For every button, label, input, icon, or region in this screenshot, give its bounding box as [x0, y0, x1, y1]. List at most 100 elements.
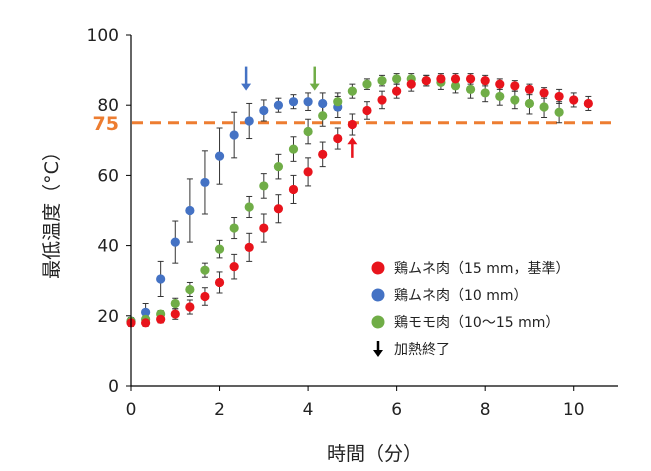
data-point — [362, 105, 372, 116]
data-point — [288, 144, 299, 154]
x-tick-label: 4 — [303, 400, 314, 420]
data-point — [583, 98, 593, 109]
legend-marker — [371, 288, 385, 302]
data-point — [495, 79, 505, 89]
x-tick-label: 8 — [480, 400, 491, 420]
data-point — [200, 265, 210, 275]
y-tick-label: 60 — [97, 166, 119, 186]
x-tick-label: 10 — [563, 400, 585, 420]
data-point — [288, 184, 299, 195]
data-point — [229, 262, 239, 272]
legend-entry: 鶏ムネ肉（15 mm，基準） — [371, 260, 570, 277]
legend-label: 鶏ムネ肉（15 mm，基準） — [394, 260, 570, 277]
data-point — [141, 318, 151, 328]
data-point — [392, 86, 402, 96]
data-point — [333, 97, 343, 107]
data-point — [480, 88, 490, 98]
data-point — [170, 309, 180, 319]
data-point — [392, 74, 402, 84]
x-tick-label: 0 — [126, 400, 137, 420]
data-point — [244, 116, 254, 126]
data-point — [244, 242, 254, 252]
data-point — [229, 223, 239, 233]
data-point — [554, 107, 564, 117]
plot-frame — [130, 35, 618, 387]
data-point — [214, 151, 225, 161]
legend-marker — [371, 261, 385, 275]
legend-label: 鶏ムネ肉（10 mm） — [394, 288, 528, 304]
x-tick-label: 2 — [214, 400, 225, 420]
data-point — [510, 81, 520, 91]
data-point — [347, 86, 357, 96]
finish-arrows — [241, 66, 358, 158]
data-point — [303, 97, 313, 107]
data-point — [185, 302, 195, 312]
x-tick-label: 6 — [391, 400, 402, 420]
data-point — [480, 76, 490, 86]
data-point — [347, 119, 357, 130]
data-point — [495, 91, 505, 102]
arrow-up-icon — [347, 137, 358, 158]
data-point — [214, 277, 225, 288]
data-point — [465, 74, 476, 84]
legend-entry: 鶏モモ肉（10～15 mm） — [371, 315, 559, 331]
data-point — [554, 91, 564, 102]
legend-label: 加熱終了 — [394, 342, 450, 358]
data-point — [273, 204, 284, 214]
y-axis-ticks: 0 20 40 60 80 100 — [87, 26, 131, 397]
data-point — [141, 307, 151, 317]
data-point — [185, 284, 195, 295]
data-point — [259, 105, 269, 116]
arrow-down-icon — [309, 66, 320, 91]
x-axis-title: 時間（分） — [327, 443, 422, 465]
data-point — [170, 298, 180, 309]
x-axis-ticks: 0 2 4 6 8 10 — [126, 386, 585, 420]
data-point — [421, 76, 431, 86]
data-point — [465, 84, 476, 95]
data-point — [229, 130, 239, 140]
data-point — [524, 84, 535, 95]
data-point — [244, 202, 254, 212]
data-point — [362, 79, 372, 89]
data-point — [524, 98, 535, 109]
data-point — [259, 223, 269, 233]
arrow-down-icon — [241, 66, 252, 91]
data-point — [200, 177, 210, 188]
legend-entry: 鶏ムネ肉（10 mm） — [371, 288, 528, 304]
data-point — [318, 149, 328, 159]
data-point — [539, 102, 549, 112]
data-point — [569, 95, 579, 105]
data-point — [259, 181, 269, 191]
data-point — [377, 95, 387, 105]
arrow-down-icon — [373, 341, 383, 357]
data-point — [318, 98, 328, 109]
y-axis-title: 最低温度（°C） — [41, 142, 63, 279]
y-tick-label: 80 — [97, 96, 119, 116]
legend-label: 鶏モモ肉（10～15 mm） — [394, 315, 559, 331]
data-point — [170, 237, 180, 247]
data-point — [156, 314, 166, 324]
data-point — [200, 291, 210, 302]
data-point — [406, 79, 416, 89]
y-tick-label: 100 — [87, 26, 119, 46]
data-point — [510, 95, 520, 105]
data-point — [156, 274, 166, 284]
data-point — [539, 88, 549, 98]
data-point — [288, 97, 299, 107]
data-point — [450, 81, 461, 91]
data-point — [450, 74, 461, 84]
y-tick-label: 40 — [97, 237, 119, 257]
y-tick-label: 20 — [97, 307, 119, 327]
data-point — [273, 162, 284, 172]
data-point — [303, 167, 313, 177]
data-point — [318, 111, 328, 121]
data-point — [436, 74, 446, 84]
legend-marker — [371, 315, 385, 329]
reference-line-label: 75 — [93, 113, 119, 135]
data-point — [303, 126, 313, 137]
data-point — [273, 100, 284, 110]
data-point — [333, 133, 343, 144]
legend: 鶏ムネ肉（15 mm，基準） 鶏ムネ肉（10 mm） 鶏モモ肉（10～15 mm） 加… — [371, 260, 570, 358]
legend-entry: 加熱終了 — [373, 341, 450, 358]
